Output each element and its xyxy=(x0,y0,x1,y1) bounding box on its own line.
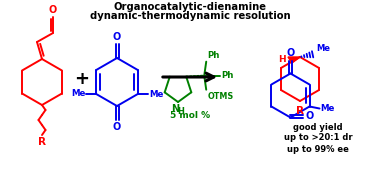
Text: O: O xyxy=(49,5,57,15)
Text: O: O xyxy=(113,122,121,132)
Text: Me: Me xyxy=(149,90,163,98)
Text: dynamic-thermodynamic resolution: dynamic-thermodynamic resolution xyxy=(90,11,290,21)
Text: N: N xyxy=(171,104,179,114)
Text: up to >20:1 dr: up to >20:1 dr xyxy=(284,133,352,142)
Text: Ph: Ph xyxy=(207,51,220,60)
Text: Ph: Ph xyxy=(221,71,234,80)
Text: 5 mol %: 5 mol % xyxy=(170,110,210,119)
Text: Organocatalytic-dienamine: Organocatalytic-dienamine xyxy=(113,2,266,12)
Text: Me: Me xyxy=(316,44,330,53)
Text: H: H xyxy=(278,56,286,64)
Text: Me: Me xyxy=(71,90,85,98)
Text: O: O xyxy=(305,111,314,121)
Text: good yield: good yield xyxy=(293,122,343,132)
Text: H: H xyxy=(178,107,184,116)
Text: Me: Me xyxy=(321,104,335,113)
Text: OTMS: OTMS xyxy=(207,92,234,101)
Text: O: O xyxy=(287,48,294,59)
Text: +: + xyxy=(74,70,90,88)
Text: up to 99% ee: up to 99% ee xyxy=(287,144,349,153)
Text: O: O xyxy=(113,32,121,42)
Text: R: R xyxy=(38,137,46,147)
Text: R: R xyxy=(296,106,304,116)
Polygon shape xyxy=(288,57,300,63)
